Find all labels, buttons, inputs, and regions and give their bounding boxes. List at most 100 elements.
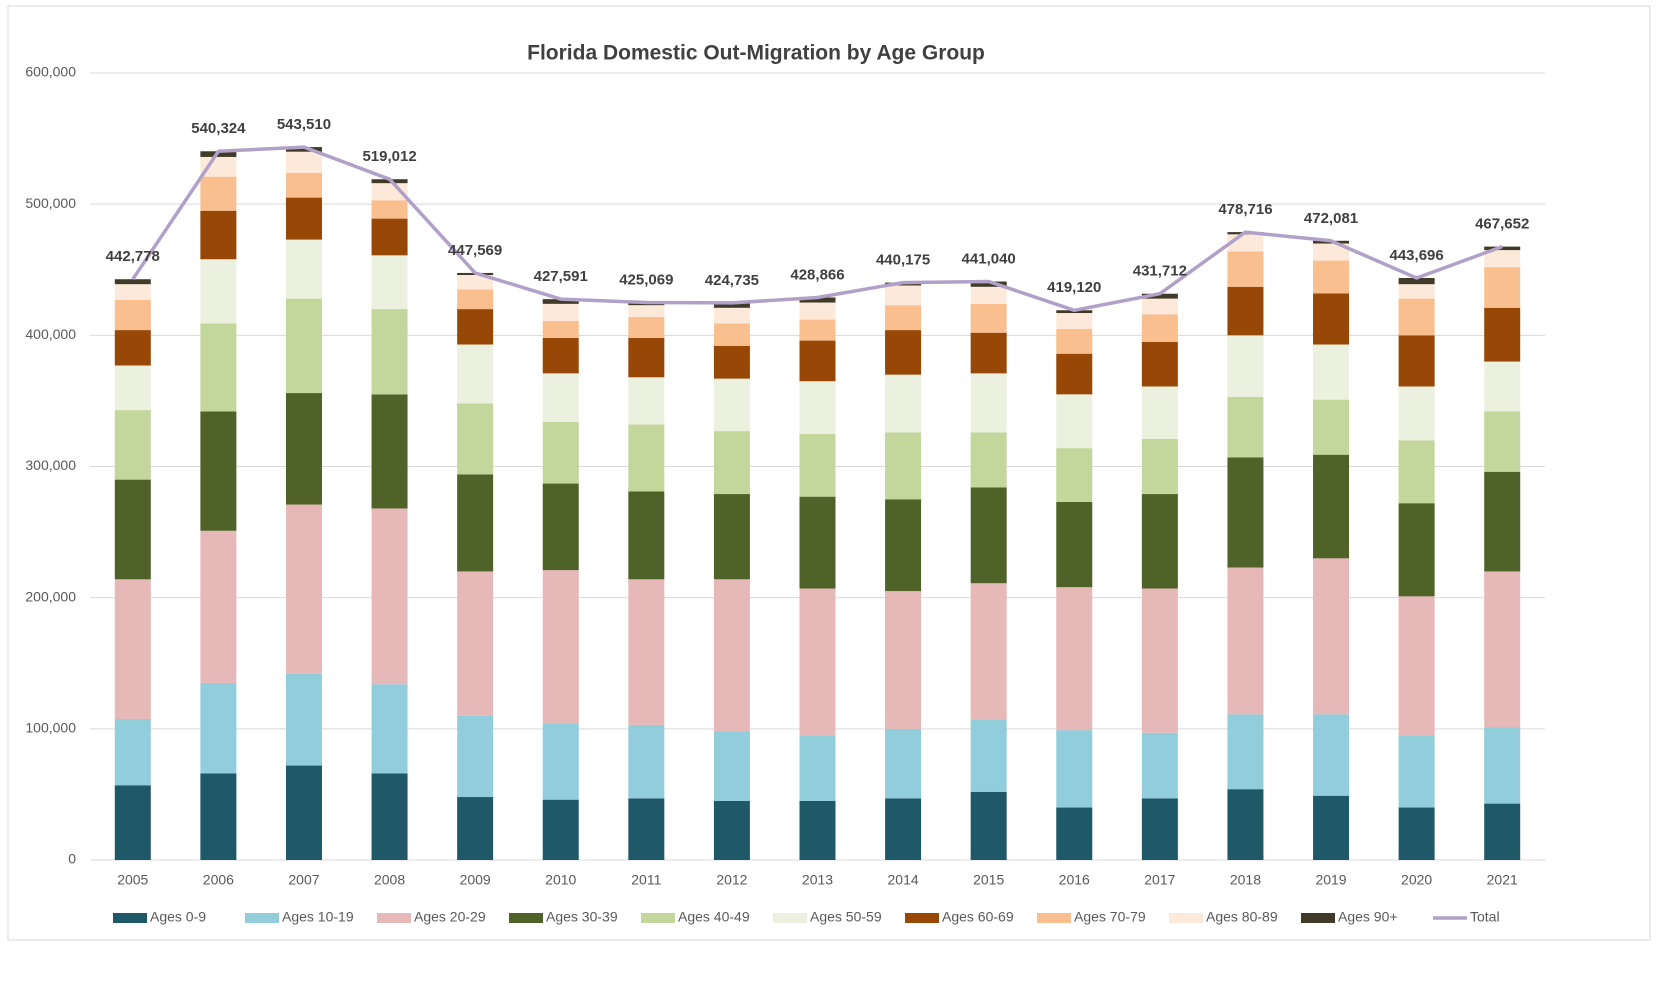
bar-segment: [114, 330, 151, 366]
bar-segment: [628, 316, 665, 338]
x-tick-label: 2006: [203, 872, 234, 888]
bar-segment: [457, 715, 494, 798]
bar-segment: [200, 259, 237, 324]
bar-segment: [628, 377, 665, 425]
x-tick-label: 2013: [802, 872, 833, 888]
bar-segment: [1141, 732, 1178, 799]
data-label: 441,040: [962, 250, 1016, 267]
bar-segment: [1484, 727, 1521, 804]
bar-segment: [1484, 803, 1521, 860]
bar-segment: [1398, 278, 1435, 285]
legend-swatch: [773, 913, 807, 923]
bar-segment: [1141, 798, 1178, 860]
bar-segment: [885, 728, 922, 799]
bar-segment: [628, 491, 665, 580]
bar-segment: [1141, 438, 1178, 495]
bar-segment: [457, 403, 494, 475]
bar-segment: [1141, 588, 1178, 733]
bar-segment: [457, 274, 494, 290]
data-label: 543,510: [277, 116, 331, 133]
legend-swatch: [1037, 913, 1071, 923]
bar-segment: [1056, 448, 1093, 502]
chart-title: Florida Domestic Out-Migration by Age Gr…: [527, 42, 985, 65]
bar-segment: [628, 798, 665, 860]
bar-segment: [542, 570, 579, 724]
bar-segment: [457, 474, 494, 572]
bar-segment: [1227, 396, 1264, 458]
y-tick-label: 100,000: [25, 720, 76, 736]
bar-segment: [970, 281, 1007, 287]
bar-segment: [713, 302, 750, 308]
data-label: 467,652: [1475, 216, 1529, 233]
bar-segment: [1141, 386, 1178, 439]
bar-segment: [628, 305, 665, 317]
bar-segment: [970, 332, 1007, 374]
bar-segment: [114, 279, 151, 285]
bar-segment: [1484, 267, 1521, 308]
bar-segment: [1313, 293, 1350, 345]
bar-segment: [542, 320, 579, 338]
bar-segment: [1313, 795, 1350, 860]
data-label: 478,716: [1218, 201, 1272, 218]
bar-segment: [542, 299, 579, 304]
bar-segment: [885, 305, 922, 331]
legend-swatch: [641, 913, 675, 923]
bar-segment: [114, 479, 151, 580]
bar-segment: [200, 210, 237, 260]
bar-segment: [1227, 335, 1264, 397]
x-tick-label: 2012: [716, 872, 747, 888]
bar-segment: [371, 394, 408, 509]
bar-segment: [970, 719, 1007, 792]
bar-segment: [1398, 440, 1435, 504]
legend-swatch: [113, 913, 147, 923]
legend-label: Ages 60-69: [942, 909, 1014, 925]
bar-segment: [285, 504, 322, 674]
legend-label: Ages 10-19: [282, 909, 354, 925]
bar-segment: [799, 433, 836, 497]
bar-segment: [371, 255, 408, 310]
data-label: 427,591: [534, 268, 588, 285]
data-label: 442,778: [106, 248, 160, 265]
bar-segment: [114, 718, 151, 786]
x-tick-label: 2011: [631, 872, 661, 888]
x-tick-label: 2017: [1144, 872, 1175, 888]
data-label: 540,324: [191, 120, 246, 137]
legend-swatch: [509, 913, 543, 923]
x-tick-label: 2021: [1487, 872, 1518, 888]
bar-segment: [1313, 399, 1350, 455]
bar-segment: [1484, 250, 1521, 268]
x-tick-label: 2016: [1059, 872, 1090, 888]
bar-segment: [542, 723, 579, 800]
x-tick-label: 2014: [888, 872, 919, 888]
bar-segment: [200, 682, 237, 774]
bar-segment: [285, 151, 322, 173]
legend-swatch: [1301, 913, 1335, 923]
x-tick-label: 2008: [374, 872, 405, 888]
bar-segment: [1227, 286, 1264, 336]
bar-segment: [1484, 411, 1521, 472]
x-tick-label: 2007: [288, 872, 319, 888]
bar-segment: [1227, 457, 1264, 568]
legend-label: Ages 50-59: [810, 909, 882, 925]
bar-segment: [885, 330, 922, 375]
total-line: [131, 145, 1503, 313]
bar-segment: [1141, 298, 1178, 315]
bar-segment: [1141, 341, 1178, 387]
bar-segment: [1056, 807, 1093, 860]
legend-label: Total: [1470, 909, 1500, 925]
bar-segment: [285, 239, 322, 299]
bar-segment: [970, 303, 1007, 333]
y-tick-label: 200,000: [25, 588, 76, 604]
bar-segment: [628, 579, 665, 725]
bar-segment: [285, 298, 322, 394]
bar-segment: [542, 373, 579, 422]
bar-segment: [200, 156, 237, 177]
bar-segment: [1227, 567, 1264, 715]
bar-segment: [1484, 471, 1521, 572]
data-label: 443,696: [1390, 247, 1444, 264]
bar-segment: [970, 432, 1007, 488]
bar-segment: [799, 340, 836, 382]
data-label: 419,120: [1047, 279, 1101, 296]
bar-segment: [1056, 730, 1093, 808]
data-label: 431,712: [1133, 263, 1187, 280]
